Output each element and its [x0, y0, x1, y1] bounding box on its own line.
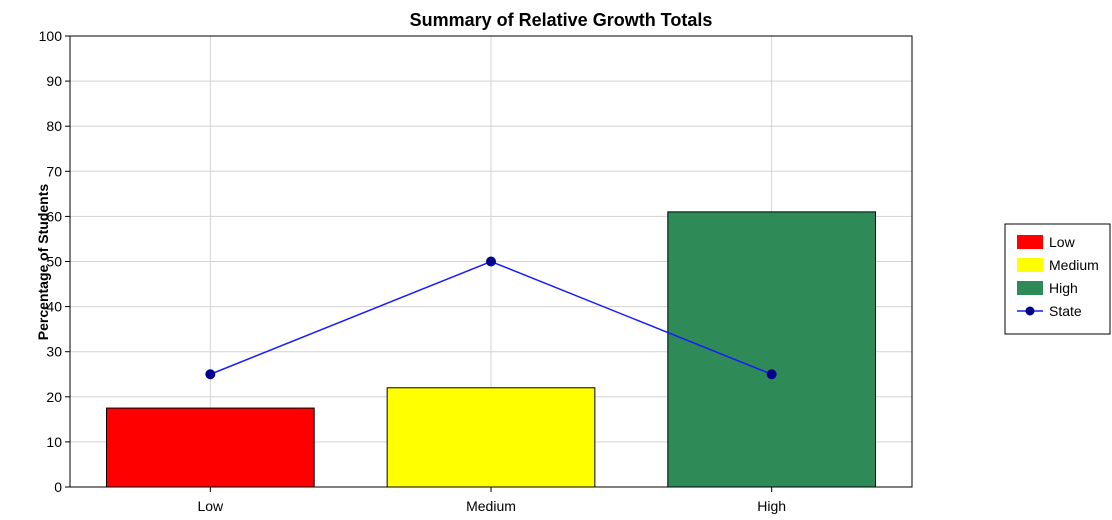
bars [105, 211, 877, 488]
y-tick-label: 60 [46, 208, 62, 224]
x-tick-label: Low [197, 498, 224, 514]
y-tick-label: 80 [46, 118, 62, 134]
y-axis-ticks: 0 10 20 30 40 50 60 70 80 90 100 [39, 28, 70, 495]
legend-label: High [1049, 280, 1078, 296]
bar-low [105, 407, 315, 488]
bar-high [667, 211, 877, 488]
legend-label: Low [1049, 234, 1076, 250]
y-tick-label: 40 [46, 299, 62, 315]
y-tick-label: 20 [46, 389, 62, 405]
state-point [766, 369, 777, 380]
plot-frame [69, 35, 913, 488]
y-tick-label: 90 [46, 73, 62, 89]
state-series [205, 256, 777, 380]
y-tick-label: 50 [46, 254, 62, 270]
y-axis-label: Percentage of Students [35, 184, 51, 341]
y-tick-label: 70 [46, 163, 62, 179]
legend-label: Medium [1049, 257, 1099, 273]
state-point [486, 256, 496, 267]
legend-swatch [1017, 235, 1043, 249]
bar-medium [386, 387, 596, 488]
legend-swatch [1017, 281, 1043, 295]
x-tick-label: High [757, 498, 786, 514]
chart-title: Summary of Relative Growth Totals [410, 10, 713, 30]
legend-marker [1025, 306, 1035, 316]
legend-swatch [1017, 258, 1043, 272]
y-tick-label: 0 [54, 479, 62, 495]
y-tick-label: 10 [46, 434, 62, 450]
x-tick-label: Medium [466, 498, 516, 514]
y-tick-label: 100 [39, 28, 63, 44]
legend: Low Medium High State [1004, 223, 1111, 335]
legend-label: State [1049, 303, 1082, 319]
x-axis-ticks: Low Medium High [197, 487, 786, 514]
y-tick-label: 30 [46, 344, 62, 360]
state-point [205, 369, 216, 380]
